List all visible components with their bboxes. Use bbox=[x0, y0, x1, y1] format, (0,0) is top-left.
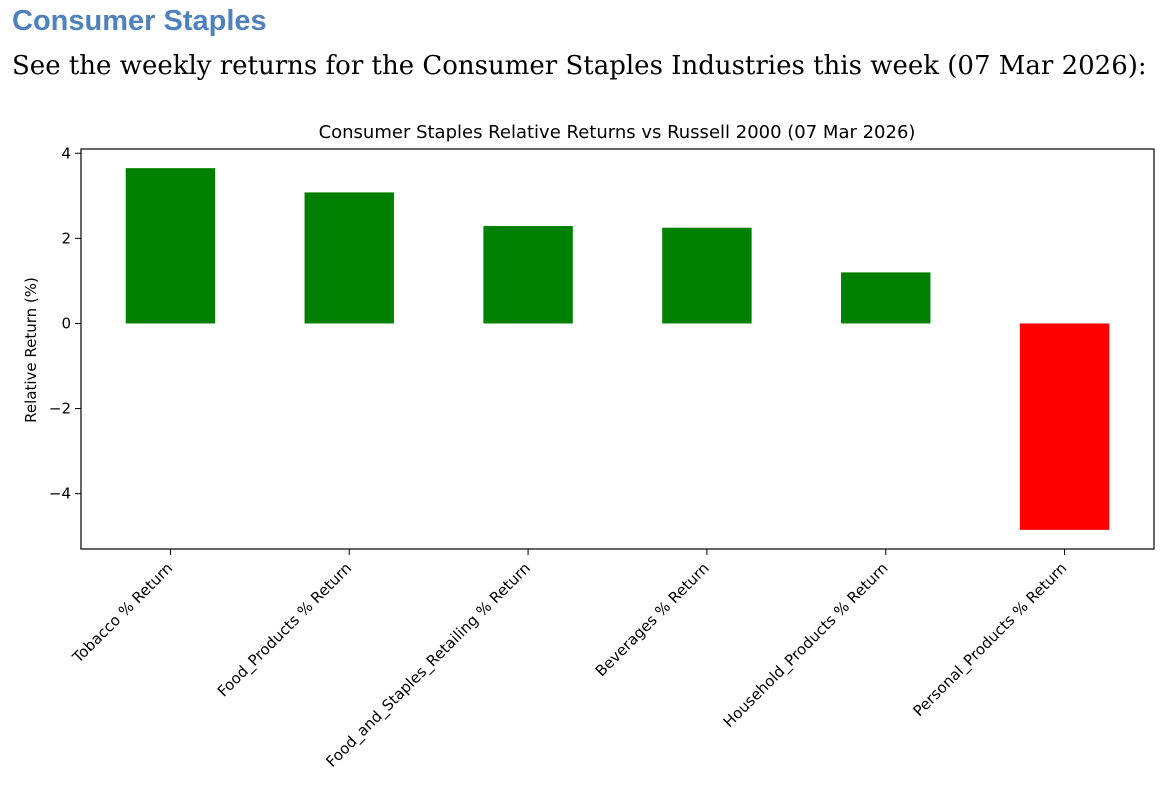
x-axis-ticks: Tobacco % Return Food_Products % ReturnFo… bbox=[68, 549, 1071, 771]
x-tick-label: Food_and_Staples_Retailing % Return bbox=[322, 559, 534, 771]
bar-3 bbox=[483, 226, 573, 324]
y-tick-label: 4 bbox=[61, 144, 71, 162]
x-tick-label: Personal_Products % Return bbox=[909, 559, 1071, 721]
y-tick-label: −2 bbox=[49, 400, 71, 418]
y-axis-label: Relative Return (%) bbox=[22, 277, 40, 423]
y-tick-label: 2 bbox=[61, 229, 71, 247]
bar-5 bbox=[841, 272, 931, 324]
x-tick-label: Food_Products % Return bbox=[214, 559, 356, 701]
bar-6 bbox=[1019, 323, 1110, 530]
x-tick-label: Beverages % Return bbox=[592, 559, 713, 680]
bar-2 bbox=[304, 192, 394, 324]
intro-text: See the weekly returns for the Consumer … bbox=[12, 51, 1147, 81]
y-tick-label: −4 bbox=[49, 485, 71, 503]
plot-frame bbox=[80, 148, 1155, 550]
bars-layer bbox=[125, 168, 1110, 530]
bar-1 bbox=[125, 168, 216, 324]
y-axis-ticks: 4 2 0 −2 −4 bbox=[49, 144, 81, 503]
bar-4 bbox=[662, 227, 752, 324]
relative-returns-bar-chart: Consumer Staples Relative Returns vs Rus… bbox=[22, 122, 1155, 771]
y-tick-label: 0 bbox=[61, 314, 71, 332]
chart-title: Consumer Staples Relative Returns vs Rus… bbox=[319, 122, 916, 143]
section-heading: Consumer Staples bbox=[12, 5, 267, 37]
x-tick-label: Household_Products % Return bbox=[720, 559, 893, 732]
x-tick-label: Tobacco % Return bbox=[68, 559, 176, 667]
